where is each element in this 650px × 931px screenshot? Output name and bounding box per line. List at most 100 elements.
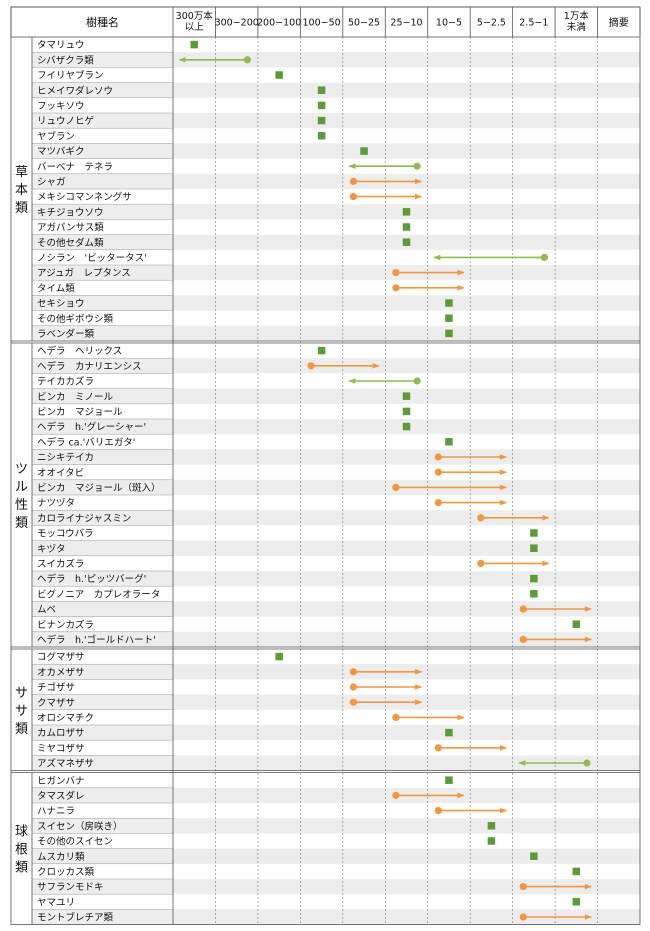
arrow-start-dot [392, 284, 400, 292]
group-label: サ [15, 686, 28, 701]
species-name: リュウノヒゲ [37, 115, 95, 127]
arrow-start-dot [434, 453, 442, 461]
species-name: その他のスイセン [37, 836, 113, 848]
species-name: クマザサ [37, 698, 75, 709]
species-name: その他ギボウシ類 [37, 313, 114, 325]
species-name: サフランモドキ [37, 882, 104, 893]
arrow-start-dot [349, 683, 358, 691]
square-marker [572, 867, 581, 876]
species-name: クロッカス類 [37, 867, 95, 878]
species-name: カムロザサ [37, 728, 85, 739]
square-marker [445, 776, 453, 784]
header-col-4: 100−50 [302, 18, 340, 29]
square-marker [402, 422, 411, 431]
group-label: 根 [15, 843, 28, 858]
arrow-start-dot [434, 807, 442, 815]
square-marker [530, 590, 538, 598]
group-label: ツ [15, 462, 28, 477]
header-col-3: 200−100 [257, 18, 301, 29]
arrow-start-dot [519, 883, 527, 891]
group-label: サ [15, 704, 28, 719]
arrow-start-dot [519, 913, 527, 921]
row-stripe [32, 143, 640, 159]
species-name: シャガ [37, 177, 66, 188]
header-col-9: 2.5−1 [519, 18, 548, 29]
header-col-5: 50−25 [348, 18, 380, 29]
square-marker [275, 71, 283, 79]
row-stripe [32, 265, 640, 281]
header-name: 樹種名 [86, 15, 119, 29]
square-marker [530, 852, 538, 860]
square-marker [317, 132, 326, 140]
species-name: アズマネザサ [37, 758, 94, 770]
species-name: シバザクラ類 [37, 55, 94, 66]
row-stripe [32, 631, 640, 647]
arrow-start-dot [349, 193, 358, 201]
arrow-start-dot [434, 499, 442, 507]
square-marker [317, 346, 326, 355]
square-marker [445, 314, 453, 322]
group-label: 草 [15, 165, 28, 180]
arrow-start-dot [349, 177, 358, 185]
species-name: スイカズラ [37, 558, 85, 570]
species-name: カロライナジャスミン [37, 513, 131, 524]
species-name: キチジョウソウ [37, 207, 104, 218]
square-marker [445, 438, 453, 446]
species-name: その他セダム類 [37, 237, 104, 249]
species-name: ナツヅタ [37, 498, 75, 509]
species-name: ヤブラン [37, 130, 75, 142]
species-name: タマスダレ [37, 790, 85, 802]
species-name: オロシマチク [37, 713, 94, 724]
species-name: オオイタビ [37, 468, 84, 479]
square-marker [530, 574, 538, 583]
species-name: タイム類 [37, 283, 75, 294]
square-marker [402, 392, 411, 400]
table-frame [10, 6, 641, 925]
group-label: 球 [15, 825, 28, 840]
marks [178, 40, 592, 921]
arrow-start-dot [392, 483, 400, 491]
species-name: アガパンサス類 [37, 223, 104, 234]
square-marker [360, 147, 368, 155]
square-marker [402, 223, 411, 231]
species-name: チゴザサ [37, 682, 75, 694]
species-name: コグマザサ [37, 651, 85, 663]
arrow-start-dot [392, 791, 400, 800]
row-stripe [32, 204, 640, 220]
row-stripe [32, 113, 640, 129]
species-name: ラベンダー類 [37, 328, 95, 340]
species-name: ビグノニア カプレオラータ [37, 588, 160, 600]
arrow-start-dot [413, 162, 421, 170]
square-marker [487, 837, 496, 845]
row-backgrounds [32, 52, 640, 925]
species-name: ムベ [37, 605, 56, 616]
group-label: ル [15, 480, 28, 495]
arrow-start-dot [519, 605, 527, 613]
row-stripe [32, 879, 640, 895]
species-name: バーベナ テネラ [37, 162, 113, 173]
square-marker [190, 40, 198, 49]
species-name: ビンカ マジョール [37, 407, 123, 418]
group-label: 類 [15, 516, 28, 531]
group-label: 類 [15, 861, 28, 876]
species-name: ヘデラ ca.'バリエガタ' [37, 436, 135, 448]
square-marker [402, 407, 411, 416]
row-stripe [32, 755, 640, 771]
group-label: 類 [15, 201, 28, 216]
square-marker [317, 101, 326, 110]
arrow-start-dot [392, 713, 400, 722]
row-stripe [32, 540, 640, 556]
square-marker [445, 299, 453, 307]
species-name: タマリュウ [37, 40, 85, 51]
row-stripe [32, 479, 640, 495]
row-stripe [32, 295, 640, 311]
square-marker [572, 898, 581, 906]
row-stripe [32, 664, 640, 680]
row-stripe [32, 909, 640, 925]
row-stripe [32, 571, 640, 587]
species-name: モントブレチア類 [37, 912, 114, 924]
species-name: オカメザサ [37, 667, 85, 678]
species-name: ヘデラ ヘリックス [37, 345, 122, 357]
row-stripe [32, 725, 640, 741]
